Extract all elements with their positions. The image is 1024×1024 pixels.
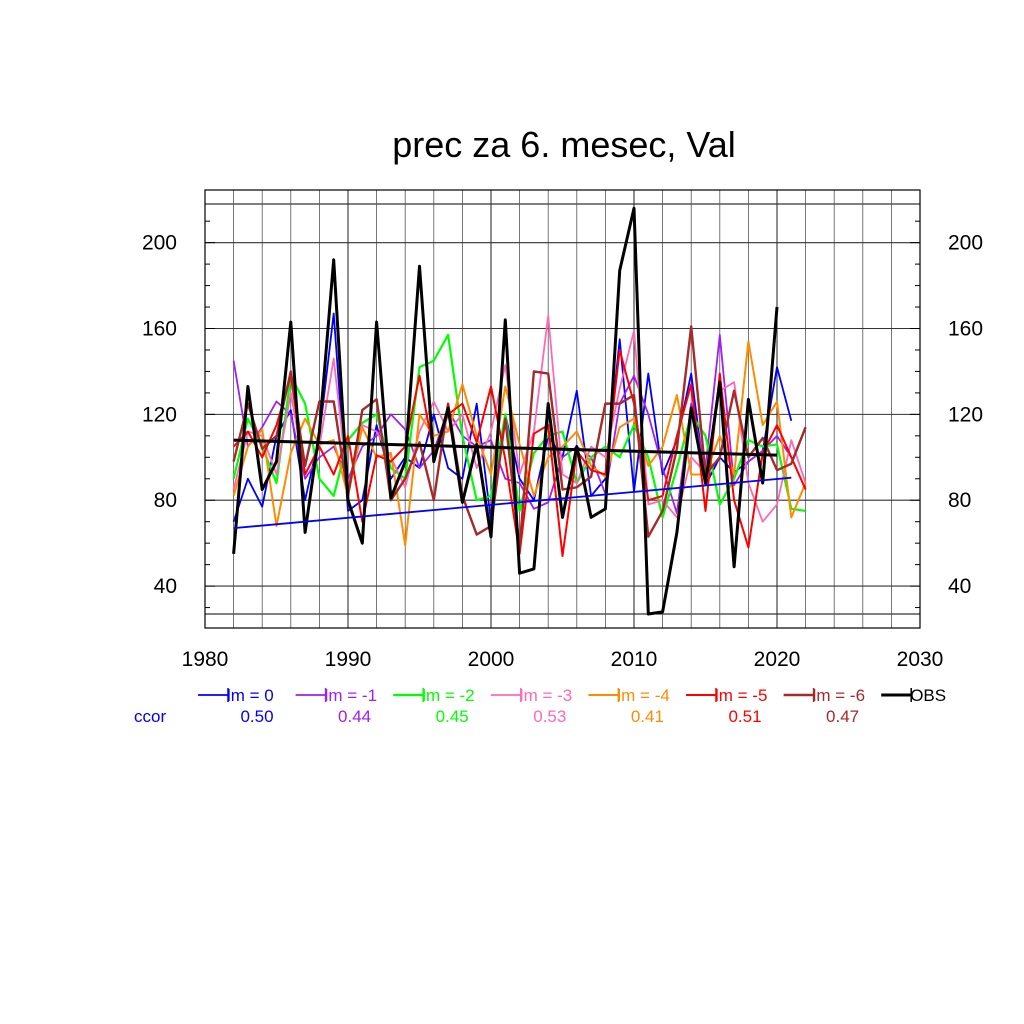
legend-label-1: lm = -1 bbox=[325, 686, 377, 705]
ccor-value-0: 0.50 bbox=[240, 707, 273, 726]
y-tick-label-right: 160 bbox=[948, 318, 983, 341]
ccor-value-3: 0.53 bbox=[533, 707, 566, 726]
chart-title: prec za 6. mesec, Val bbox=[392, 124, 735, 165]
ccor-value-5: 0.51 bbox=[728, 707, 761, 726]
x-tick-label: 2010 bbox=[611, 648, 658, 671]
legend-label-4: lm = -4 bbox=[617, 686, 669, 705]
ccor-value-1: 0.44 bbox=[338, 707, 371, 726]
plot-frame bbox=[204, 189, 921, 629]
x-tick-label: 2020 bbox=[754, 648, 801, 671]
ccor-value-2: 0.45 bbox=[436, 707, 469, 726]
axes: 40 40 80 80 120 120 160 160 200 200 1980 1990 2000 20… bbox=[142, 220, 983, 671]
legend-label-6: lm = -6 bbox=[813, 686, 865, 705]
y-tick-label-right: 120 bbox=[948, 403, 983, 426]
ccor-value-4: 0.41 bbox=[631, 707, 664, 726]
y-tick-label-left: 120 bbox=[142, 403, 177, 426]
x-tick-label: 2030 bbox=[897, 648, 944, 671]
x-tick-label: 2000 bbox=[468, 648, 515, 671]
plot-area bbox=[232, 206, 807, 616]
y-tick-label-left: 200 bbox=[142, 232, 177, 255]
y-tick-label-right: 40 bbox=[948, 575, 971, 598]
trend-line-0 bbox=[233, 476, 792, 530]
series-line-7 bbox=[232, 206, 779, 616]
legend-label-7: OBS bbox=[910, 686, 946, 705]
y-tick-label-right: 80 bbox=[948, 489, 971, 512]
ccor-label: ccor bbox=[134, 707, 166, 726]
ccor-value-6: 0.47 bbox=[826, 707, 859, 726]
y-tick-label-left: 80 bbox=[154, 489, 177, 512]
legend-label-2: lm = -2 bbox=[422, 686, 474, 705]
x-tick-label: 1980 bbox=[182, 648, 229, 671]
y-tick-label-left: 40 bbox=[154, 575, 177, 598]
y-tick-label-right: 200 bbox=[948, 232, 983, 255]
legend-label-0: lm = 0 bbox=[227, 686, 274, 705]
legend-label-5: lm = -5 bbox=[715, 686, 767, 705]
trend-line-1 bbox=[233, 438, 778, 457]
legend: ccor lm = 0 0.50 lm = -1 0.44 lm = -2 0.45 lm =… bbox=[134, 686, 946, 726]
y-tick-label-left: 160 bbox=[142, 318, 177, 341]
legend-label-3: lm = -3 bbox=[520, 686, 572, 705]
x-tick-label: 1990 bbox=[325, 648, 372, 671]
